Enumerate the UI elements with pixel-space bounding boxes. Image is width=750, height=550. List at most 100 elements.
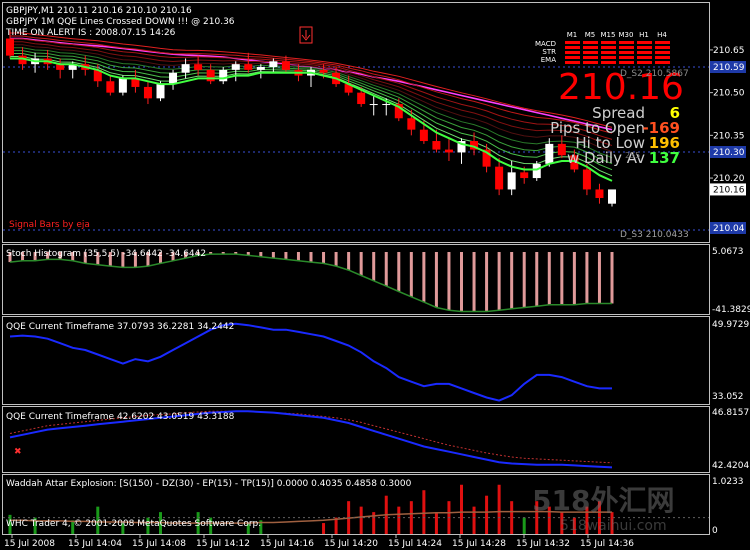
price-marker (710, 61, 746, 73)
ribbon-line (10, 44, 613, 152)
candle-body (520, 172, 529, 179)
candle-body (595, 189, 604, 198)
time-tick-label: 15 Jul 14:24 (388, 539, 442, 549)
signal-tf-label: H1 (639, 31, 649, 39)
signal-row-label: EMA (541, 56, 556, 64)
copyright: WHC Trader 4, © 2001-2008 MetaQuotes Sof… (6, 519, 261, 529)
qqe1-title: QQE Current Timeframe 37.0793 36.2281 34… (6, 322, 234, 332)
signal-cell (637, 56, 652, 59)
signal-cell (619, 56, 634, 59)
signal-row-label: MACD (535, 40, 556, 48)
stoch-bar (209, 252, 213, 255)
time-tick-label: 15 Jul 14:12 (196, 539, 250, 549)
waddah-green-bar (259, 520, 263, 534)
signal-cell (637, 46, 652, 49)
signal-cell (619, 61, 634, 64)
daily-extra: 255 (625, 151, 640, 160)
waddah-explosion-line (10, 510, 612, 524)
stoch-bar (46, 252, 50, 260)
time-tick-label: 15 Jul 14:16 (260, 539, 314, 549)
stoch-bar (547, 252, 551, 305)
signal-cell (565, 41, 580, 44)
candle-body (482, 149, 491, 167)
stoch-bar (585, 252, 589, 304)
stoch-bar (359, 252, 363, 276)
price-axis: 210.65 210.50 210.35 210.20 210.59 210.30 210.… (709, 46, 746, 234)
stoch-bar (334, 252, 338, 267)
time-tick-label: 15 Jul 14:08 (132, 539, 186, 549)
time-tick-label: 15 Jul 14:32 (516, 539, 570, 549)
qqe2-fast-line (9, 410, 613, 469)
candle-body (68, 64, 77, 70)
stoch-bar (21, 252, 25, 261)
stoch-bar (121, 252, 125, 268)
candle-body (344, 84, 353, 93)
stoch-bar (246, 252, 250, 256)
header-line3: TIME ON ALERT IS : 2008.07.15 14:26 (5, 28, 176, 38)
signal-cell (637, 51, 652, 54)
ma-ribbon (10, 32, 613, 177)
waddah-red-bar (535, 501, 539, 534)
signal-cell (637, 61, 652, 64)
stoch-bar (71, 252, 75, 261)
stoch-bar (58, 252, 62, 260)
stoch-ymax: 5.0673 (712, 247, 744, 257)
stoch-bar (397, 252, 401, 292)
waddah-green-bar (246, 523, 250, 534)
waddah-bars (3, 484, 709, 534)
stoch-bar (96, 252, 100, 265)
waddah-red-bar (372, 512, 376, 534)
waddah-green-bar (71, 520, 75, 534)
stoch-bar (460, 252, 463, 312)
signal-cell (637, 41, 652, 44)
stoch-bar (572, 252, 576, 305)
stoch-bar (560, 252, 564, 305)
stoch-bar (271, 252, 275, 259)
stoch-ymin: -41.3829 (712, 305, 750, 315)
signal-cell (619, 51, 634, 54)
candle-body (507, 172, 516, 190)
stoch-bar (133, 252, 137, 268)
waddah-panel-frame (2, 474, 710, 535)
candle-body (582, 169, 591, 190)
price-marker-label: 210.04 (713, 224, 745, 234)
qqe2-lines (9, 410, 613, 469)
candle-body (156, 84, 165, 99)
candle-body (131, 78, 140, 87)
waddah-red-bar (585, 506, 589, 534)
time-tick-label: 15 Jul 14:04 (68, 539, 122, 549)
signal-cell (601, 61, 616, 64)
stoch-bar (610, 252, 614, 304)
signal-cell (655, 41, 670, 44)
candle-body (143, 86, 152, 99)
waddah-red-bar (572, 517, 576, 534)
watermark-line1: 518外汇网 (532, 484, 674, 517)
qqe2-ymin: 42.4204 (712, 461, 749, 471)
qqe1-panel-frame (2, 316, 710, 405)
waddah-title: Waddah Attar Explosion: [S(150) - DZ(30)… (6, 479, 412, 489)
ema-line (10, 57, 613, 182)
candle-body (244, 64, 253, 70)
stoch-bar (296, 252, 300, 261)
qqe2-panel-frame (2, 406, 710, 473)
candle-body (56, 64, 65, 70)
s2-label: D_S2 210.5867 (620, 69, 689, 79)
stoch-bar (221, 252, 225, 255)
stoch-bar (159, 252, 162, 264)
candle-body (118, 78, 127, 93)
waddah-green-bar (121, 523, 125, 534)
panel-frames (2, 2, 710, 535)
ribbon-line (10, 35, 613, 134)
signal-cell (583, 61, 598, 64)
stoch-bar (409, 252, 413, 297)
stoch-bar (347, 252, 351, 271)
signal-tf-label: M5 (585, 31, 596, 39)
price-panel-frame (2, 2, 710, 243)
alert-arrow-icon (299, 26, 313, 44)
waddah-red-bar (422, 490, 426, 534)
stoch-panel-frame (2, 244, 710, 315)
waddah-red-bar (409, 501, 413, 534)
waddah-green-bar (146, 517, 150, 534)
signal-cell (565, 51, 580, 54)
